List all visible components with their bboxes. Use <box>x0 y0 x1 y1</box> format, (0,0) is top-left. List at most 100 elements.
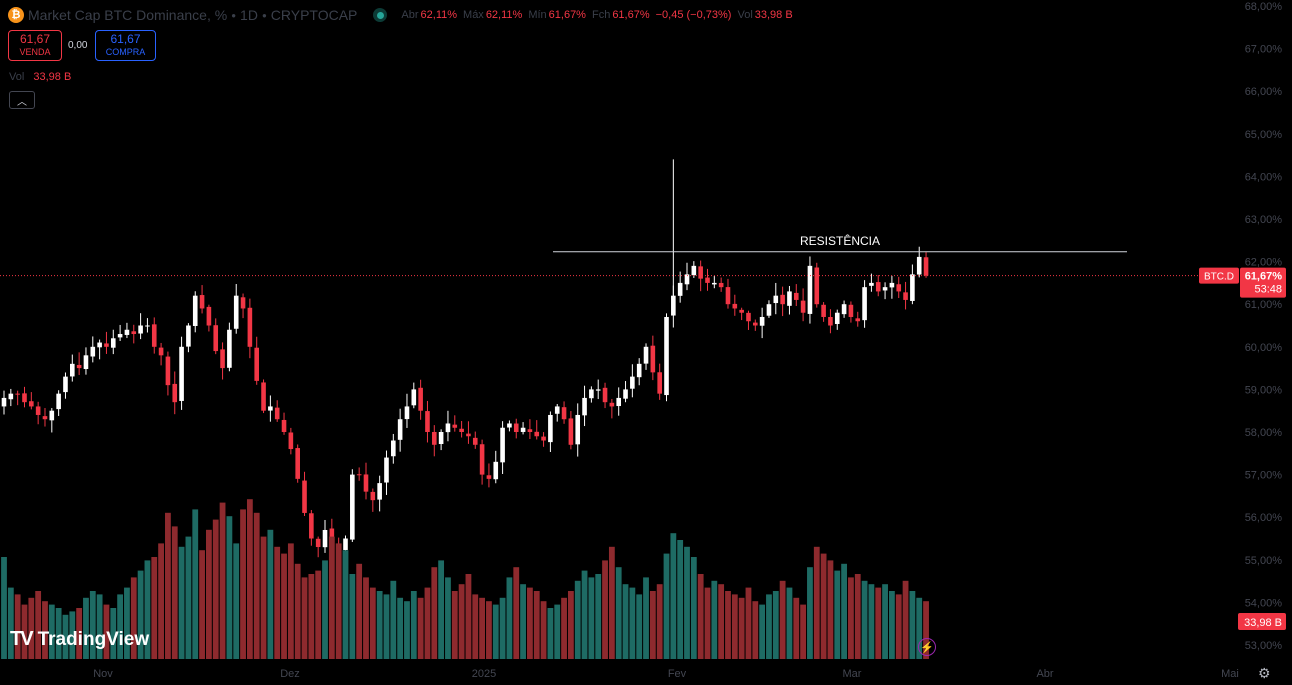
volume-bar <box>766 594 772 659</box>
market-status-icon[interactable] <box>373 8 388 22</box>
candle-body <box>199 295 205 309</box>
candle-body <box>247 307 253 347</box>
candle-body <box>192 295 198 326</box>
chevron-up-icon[interactable]: ︿ <box>9 91 35 109</box>
volume-badge <box>1238 613 1286 630</box>
candle-body <box>29 401 34 407</box>
exchange-label[interactable]: CRYPTOCAP <box>270 7 358 23</box>
price-tick-label: 63,00% <box>1245 214 1283 226</box>
candle-body <box>582 397 587 416</box>
volume-bar <box>151 557 158 659</box>
volume-bar <box>615 567 622 659</box>
volume-bar <box>199 550 205 659</box>
volume-bar <box>124 587 130 659</box>
candle-body <box>561 407 567 420</box>
volume-bar <box>868 584 875 659</box>
volume-bar <box>779 580 786 659</box>
volume-bar <box>588 577 595 659</box>
candle-body <box>240 297 246 309</box>
candle-body <box>104 343 109 347</box>
candle-body <box>787 291 792 306</box>
candle-body <box>329 528 335 543</box>
candle-body <box>466 433 471 437</box>
price-tick-label: 60,00% <box>1245 342 1283 354</box>
volume-label: Vol <box>737 9 753 21</box>
lightning-icon[interactable]: ⚡ <box>918 638 936 656</box>
candle-body <box>42 416 48 420</box>
candle-body <box>828 316 833 326</box>
volume-bar <box>725 591 731 659</box>
candle-body <box>472 437 478 445</box>
volume-bar <box>479 597 485 659</box>
volume-legend-label: Vol <box>9 71 25 83</box>
volume-bar <box>561 597 567 659</box>
candle-body <box>527 429 533 432</box>
candle-body <box>384 457 389 483</box>
symbol-title[interactable]: Market Cap BTC Dominance, % <box>28 7 228 23</box>
volume-bar <box>677 540 684 659</box>
volume-bar <box>690 557 697 659</box>
volume-bar <box>301 577 308 659</box>
candle-body <box>807 265 813 314</box>
candle-body <box>923 257 929 276</box>
volume-bar <box>294 563 301 659</box>
price-tick-label: 57,00% <box>1245 470 1283 482</box>
candle-body <box>548 414 553 443</box>
candle-body <box>541 436 546 441</box>
volume-bar <box>752 601 759 659</box>
sell-button[interactable]: 61,67 VENDA <box>8 30 62 61</box>
volume-bar <box>226 516 233 659</box>
volume-bar <box>410 591 417 659</box>
time-tick-label: Nov <box>93 668 113 680</box>
candle-body <box>732 303 738 309</box>
price-tick-label: 62,00% <box>1245 257 1283 269</box>
candle-body <box>35 406 41 415</box>
volume-bar <box>882 584 888 659</box>
volume-bar <box>322 560 328 659</box>
candle-body <box>63 376 68 393</box>
candle-body <box>124 329 130 335</box>
volume-badge-value: 33,98 B <box>1244 617 1282 629</box>
volume-bar <box>643 577 649 659</box>
candle-body <box>903 292 908 300</box>
volume-bar <box>547 608 554 659</box>
candle-body <box>261 382 266 411</box>
candle-body <box>397 419 403 440</box>
volume-bar <box>854 574 861 659</box>
volume-bar <box>902 580 909 659</box>
open-label: Abr <box>401 9 419 21</box>
price-tick-label: 55,00% <box>1245 555 1283 567</box>
last-price-value: 61,67% <box>1245 271 1283 283</box>
candle-body <box>882 287 888 291</box>
volume-bar <box>458 584 465 659</box>
buy-button[interactable]: 61,67 COMPRA <box>95 30 156 61</box>
volume-bar <box>527 587 533 659</box>
candle-body <box>554 406 560 414</box>
candle-body <box>664 316 669 396</box>
candle-body <box>418 387 423 411</box>
interval-label[interactable]: 1D <box>240 7 258 23</box>
last-price-badge <box>1240 267 1286 298</box>
price-tick-label: 61,00% <box>1245 299 1283 311</box>
volume-bar <box>397 597 404 659</box>
volume-bar <box>424 587 431 659</box>
volume-bar <box>117 594 124 659</box>
candle-body <box>22 393 27 403</box>
volume-bar <box>759 604 766 659</box>
candle-body <box>910 274 915 301</box>
candle-body <box>513 423 519 432</box>
candle-body <box>295 448 300 479</box>
candle-body <box>431 431 437 445</box>
volume-bar <box>889 591 895 659</box>
candle-body <box>725 287 731 305</box>
volume-bar <box>233 543 240 659</box>
price-tick-label: 54,00% <box>1245 597 1283 609</box>
candle-body <box>889 282 895 288</box>
volume-bar <box>96 594 103 659</box>
gear-icon[interactable]: ⚙ <box>1258 665 1271 681</box>
candle-body <box>698 266 703 279</box>
volume-bar <box>110 608 117 659</box>
tradingview-logo[interactable]: TV TradingView <box>10 628 149 651</box>
volume-bar <box>622 584 629 659</box>
